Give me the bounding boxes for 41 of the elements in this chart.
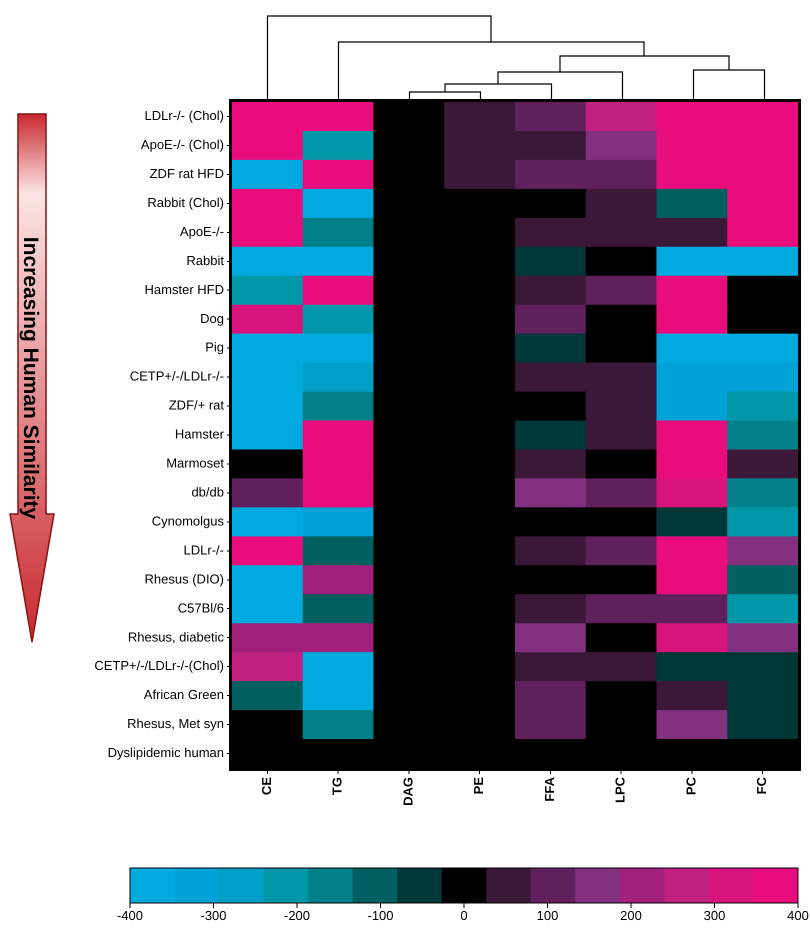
- y-tick-label: Rhesus, diabetic: [128, 629, 224, 644]
- y-tick-label: ApoE-/-: [180, 224, 224, 239]
- y-tick-label: Rhesus, Met syn: [127, 716, 224, 732]
- x-tick-label: PC: [683, 776, 698, 796]
- color-bar-label: 400: [787, 908, 809, 924]
- x-tick-label: CE: [258, 776, 274, 796]
- y-tick-label: Dyslipidemic human: [108, 745, 224, 760]
- x-tick-label: PE: [471, 776, 486, 794]
- x-tick-label: FFA: [542, 776, 557, 802]
- x-tick-label: LPC: [612, 776, 628, 803]
- y-tick-label: African Green: [144, 687, 224, 702]
- y-tick-label: Marmoset: [166, 456, 224, 471]
- text: Increasing Human Similarity: [18, 236, 42, 520]
- x-tick-label: DAG: [400, 777, 416, 806]
- y-tick-label: Cynomolgus: [152, 513, 224, 528]
- color-bar-label: 200: [620, 908, 642, 924]
- y-tick-label: db/db: [191, 484, 224, 500]
- color-bar-label: 300: [704, 908, 726, 924]
- color-bar-label: -300: [200, 908, 227, 924]
- color-bar-label: -100: [367, 908, 394, 924]
- color-bar-label: 0: [460, 908, 468, 924]
- y-tick-label: Rabbit: [186, 252, 224, 268]
- x-tick-label: TG: [330, 777, 345, 796]
- color-bar-label: 100: [536, 908, 558, 924]
- y-tick-label: C57Bl/6: [178, 600, 224, 616]
- x-tick-label: FC: [754, 776, 770, 794]
- y-tick-label: ZDF/+ rat: [168, 398, 224, 413]
- color-bar-label: -200: [284, 908, 310, 924]
- y-tick-label: LDLr-/- (Chol): [144, 108, 224, 124]
- y-tick-label: Hamster: [174, 426, 225, 442]
- y-tick-label: ApoE-/- (Chol): [140, 137, 224, 152]
- y-tick-label: Pig: [205, 340, 224, 355]
- y-tick-label: CETP+/-/LDLr-/-(Chol): [94, 658, 224, 674]
- y-tick-label: CETP+/-/LDLr-/-: [130, 368, 224, 384]
- y-tick-label: Rabbit (Chol): [147, 194, 224, 210]
- y-tick-label: Dog: [200, 310, 224, 326]
- y-tick-label: ZDF rat HFD: [150, 166, 224, 181]
- color-bar-label: -400: [116, 908, 144, 924]
- y-tick-label: LDLr-/-: [184, 542, 224, 558]
- y-tick-label: Hamster HFD: [144, 282, 224, 297]
- y-tick-label: Rhesus (DIO): [144, 571, 224, 586]
